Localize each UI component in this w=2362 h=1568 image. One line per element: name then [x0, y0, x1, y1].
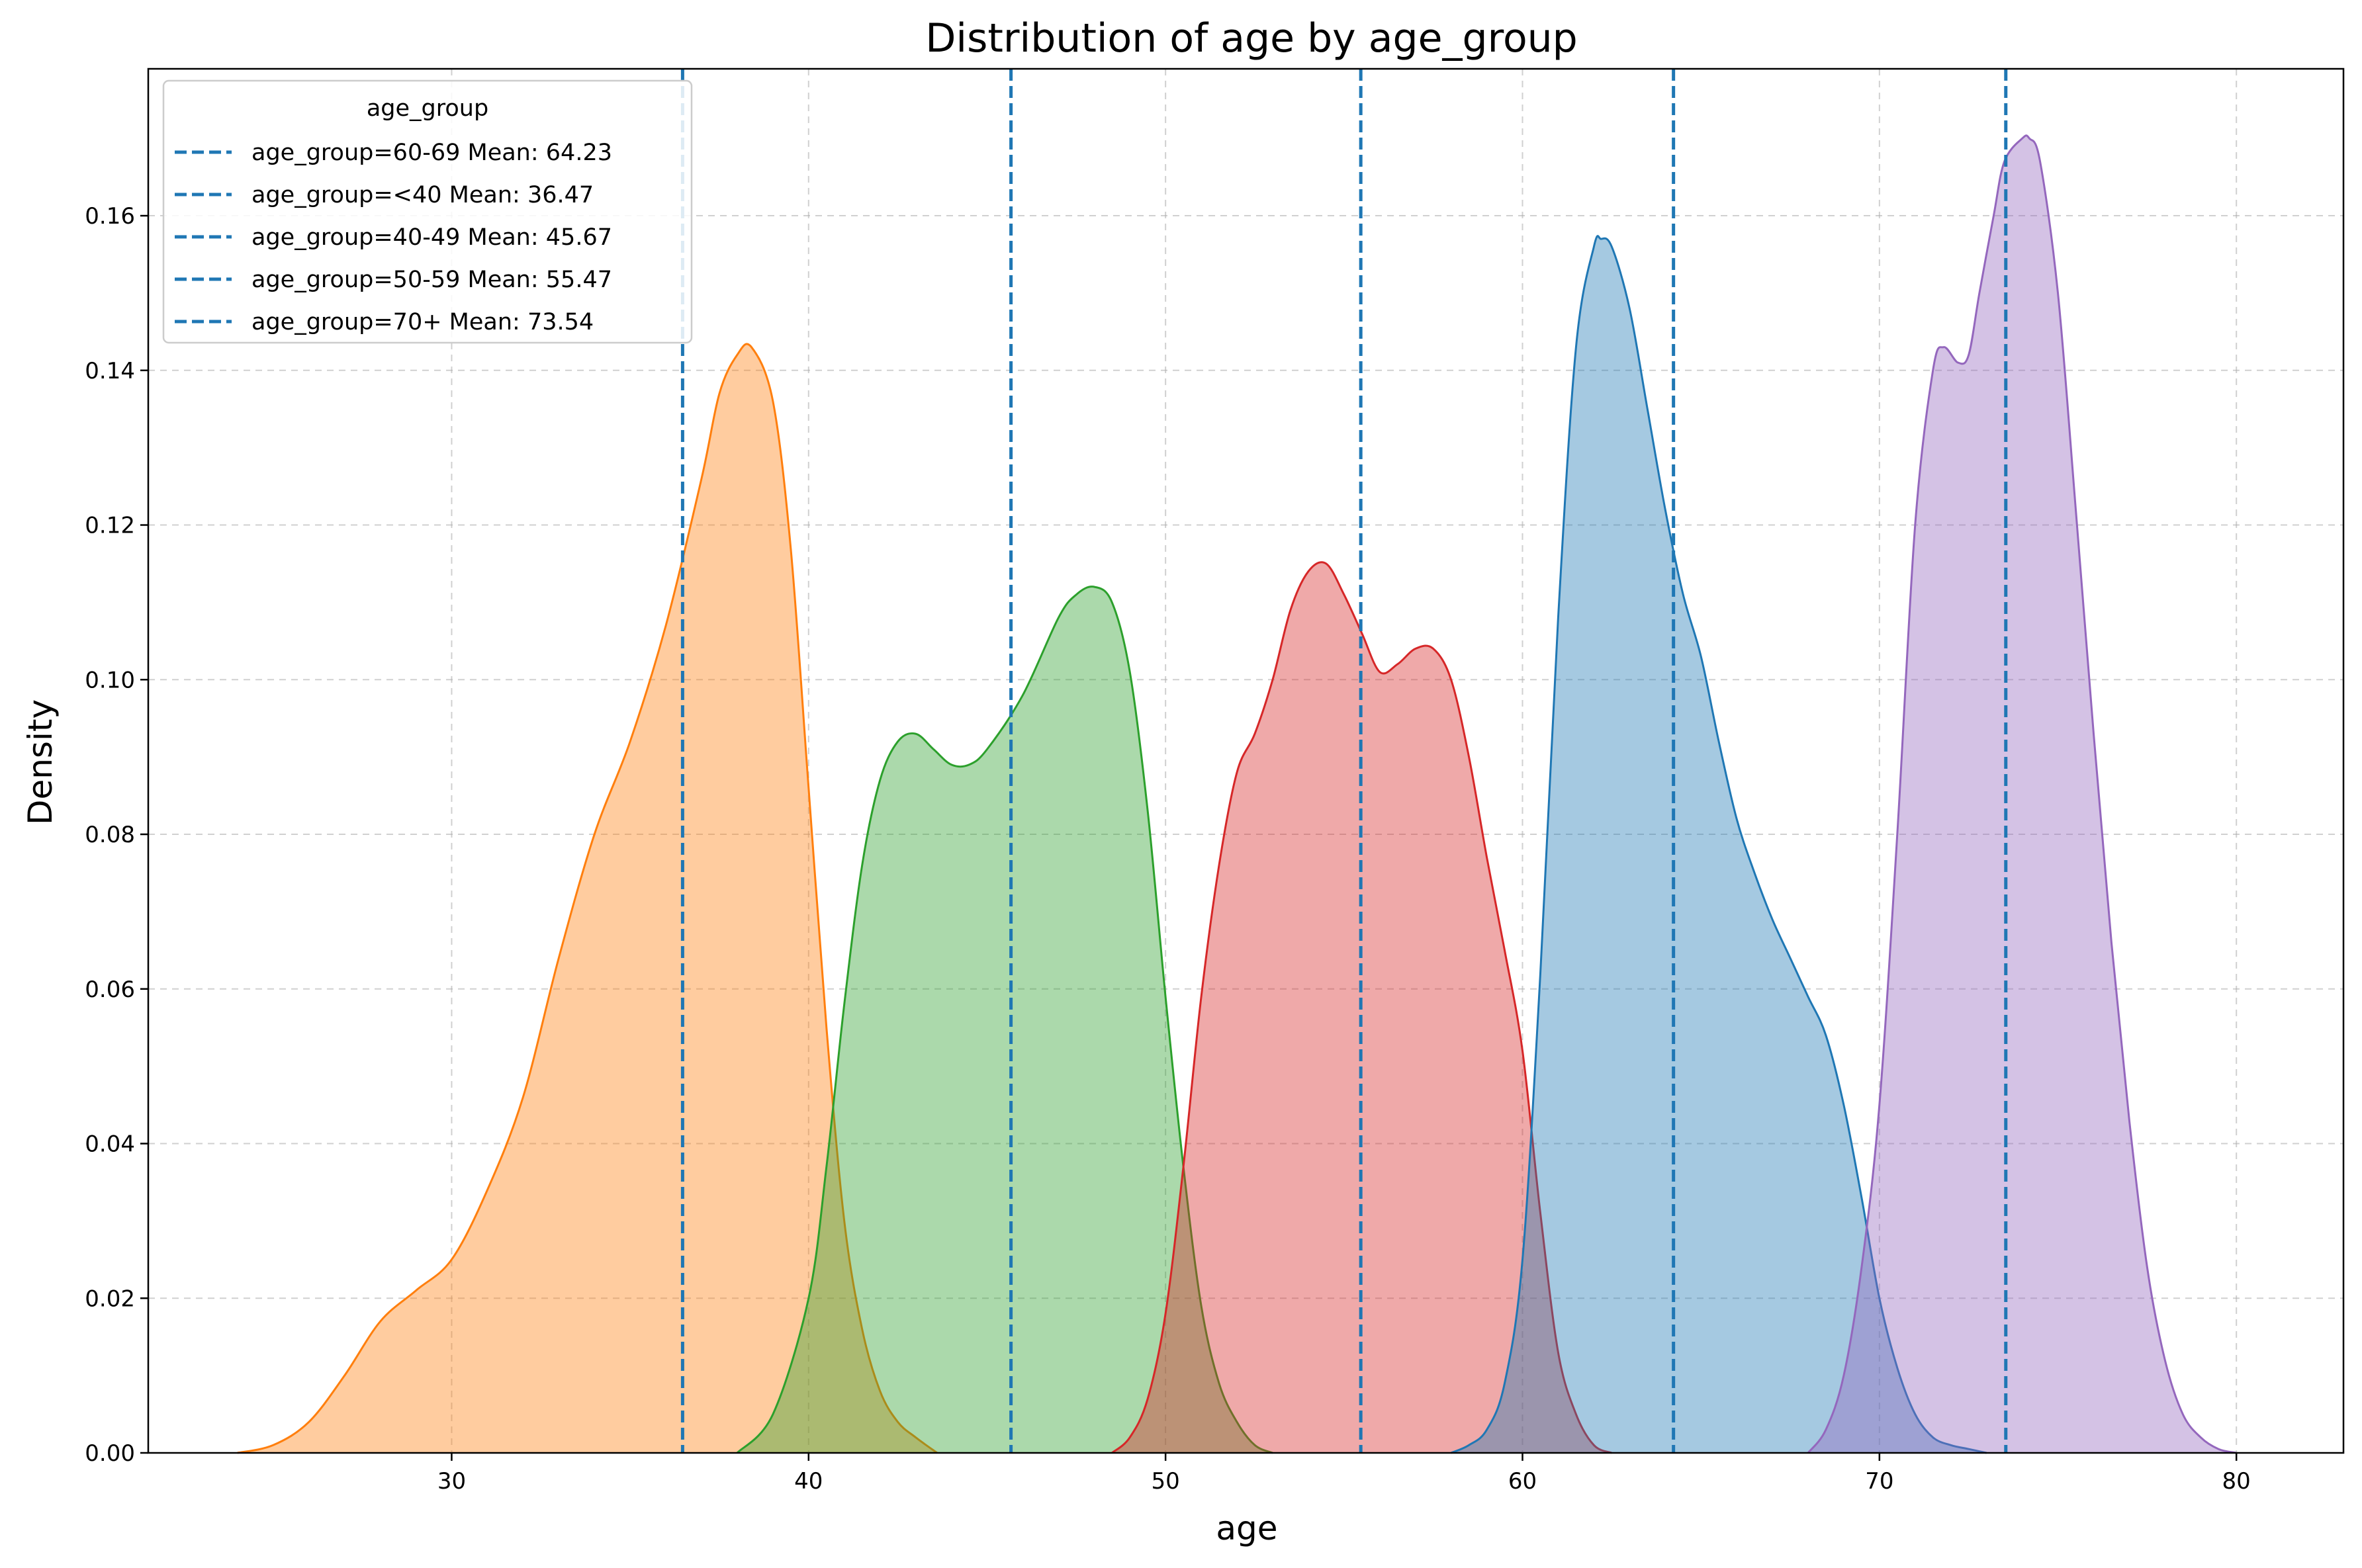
density-line-50-59 [1111, 561, 1612, 1454]
y-axis-ticks: 0.00 0.02 0.04 0.06 0.08 0.10 0.12 0.14 0.16 [85, 203, 148, 1467]
x-tick-label: 50 [1152, 1468, 1180, 1495]
legend-entry: age_group=60-69 Mean: 64.23 [251, 140, 612, 166]
density-line-40-49 [736, 586, 1273, 1454]
grid-lines [148, 69, 2343, 1454]
y-tick-label: 0.14 [85, 358, 135, 384]
y-tick-label: 0.06 [85, 977, 135, 1003]
legend-title: age_group [367, 95, 488, 122]
y-tick-label: 0.12 [85, 513, 135, 539]
density-area-40-49 [737, 586, 1273, 1453]
density-areas [237, 134, 2237, 1454]
x-axis-ticks: 30 40 50 60 70 80 [437, 1453, 2251, 1495]
legend: age_group age_group=60-69 Mean: 64.23age… [162, 79, 693, 344]
x-tick-label: 70 [1865, 1468, 1893, 1495]
x-tick-label: 80 [2222, 1468, 2251, 1495]
x-tick-label: 30 [437, 1468, 466, 1495]
legend-entry: age_group=<40 Mean: 36.47 [251, 182, 594, 208]
density-line-60-69 [1451, 235, 1987, 1454]
plot-frame [147, 67, 2345, 1454]
x-tick-label: 40 [794, 1468, 823, 1495]
legend-entry: age_group=40-49 Mean: 45.67 [251, 224, 612, 251]
y-tick-label: 0.08 [85, 822, 135, 848]
chart-title: Distribution of age by age_group [925, 15, 1578, 62]
y-tick-label: 0.04 [85, 1131, 135, 1158]
density-area-60-69 [1451, 236, 1987, 1454]
y-axis-label: Density [21, 699, 60, 825]
density-line-<40 [237, 343, 938, 1454]
y-tick-label: 0.16 [85, 203, 135, 230]
y-tick-label: 0.00 [85, 1440, 135, 1467]
y-tick-label: 0.02 [85, 1285, 135, 1312]
density-area-<40 [237, 343, 937, 1453]
legend-entry: age_group=70+ Mean: 73.54 [251, 309, 594, 335]
y-tick-label: 0.10 [85, 667, 135, 693]
legend-box [162, 79, 693, 344]
density-line-70+ [1807, 134, 2237, 1454]
x-axis-label: age [1216, 1509, 1277, 1547]
legend-entry: age_group=50-59 Mean: 55.47 [251, 267, 612, 293]
x-tick-label: 60 [1508, 1468, 1537, 1495]
legend-items: age_group=60-69 Mean: 64.23 age_group=<40… [175, 140, 612, 335]
